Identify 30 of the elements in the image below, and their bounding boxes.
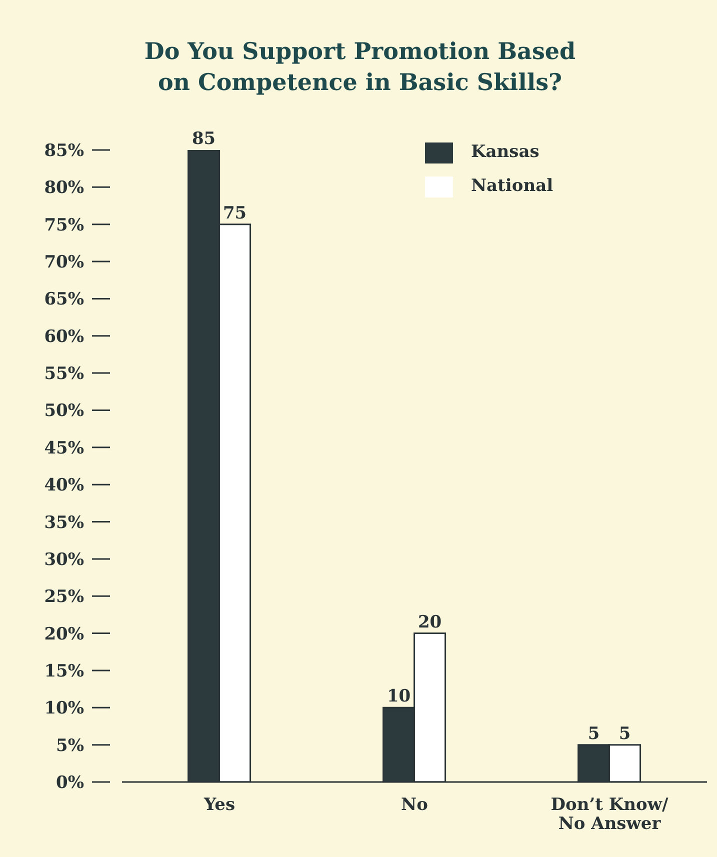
y-tick-label: 30% xyxy=(44,550,84,570)
y-tick-label: 45% xyxy=(44,438,84,458)
y-tick-label: 55% xyxy=(44,364,84,384)
x-tick-label: Yes xyxy=(202,795,236,815)
y-tick-label: 10% xyxy=(44,698,84,719)
y-tick-label: 85% xyxy=(44,141,84,161)
chart-title: Do You Support Promotion Based on Competence in Basic Skills? xyxy=(143,37,577,98)
y-tick-label: 60% xyxy=(44,326,84,347)
y-tick-label: 40% xyxy=(44,476,84,496)
legend-label: National xyxy=(471,176,554,196)
y-tick-label: 80% xyxy=(44,178,84,198)
y-tick-label: 50% xyxy=(44,401,84,422)
y-tick-label: 65% xyxy=(44,290,84,310)
data-label: 5 xyxy=(588,724,600,744)
data-label: 10 xyxy=(386,686,411,707)
y-tick-label: 15% xyxy=(44,661,84,682)
x-tick-label: No xyxy=(401,795,428,815)
y-tick-label: 0% xyxy=(56,773,84,793)
y-tick-label: 35% xyxy=(44,512,84,533)
y-tick-label: 70% xyxy=(44,252,84,273)
legend-label: Kansas xyxy=(471,142,540,162)
data-label: 75 xyxy=(222,203,247,224)
data-label: 5 xyxy=(618,724,631,744)
y-tick-label: 25% xyxy=(44,587,84,608)
y-tick-label: 75% xyxy=(44,215,84,236)
data-label: 20 xyxy=(418,612,442,632)
x-tick-label: Don’t Know/ No Answer xyxy=(550,795,670,834)
y-tick-label: 20% xyxy=(44,624,84,644)
data-label: 85 xyxy=(192,129,216,149)
y-tick-label: 5% xyxy=(56,736,84,756)
